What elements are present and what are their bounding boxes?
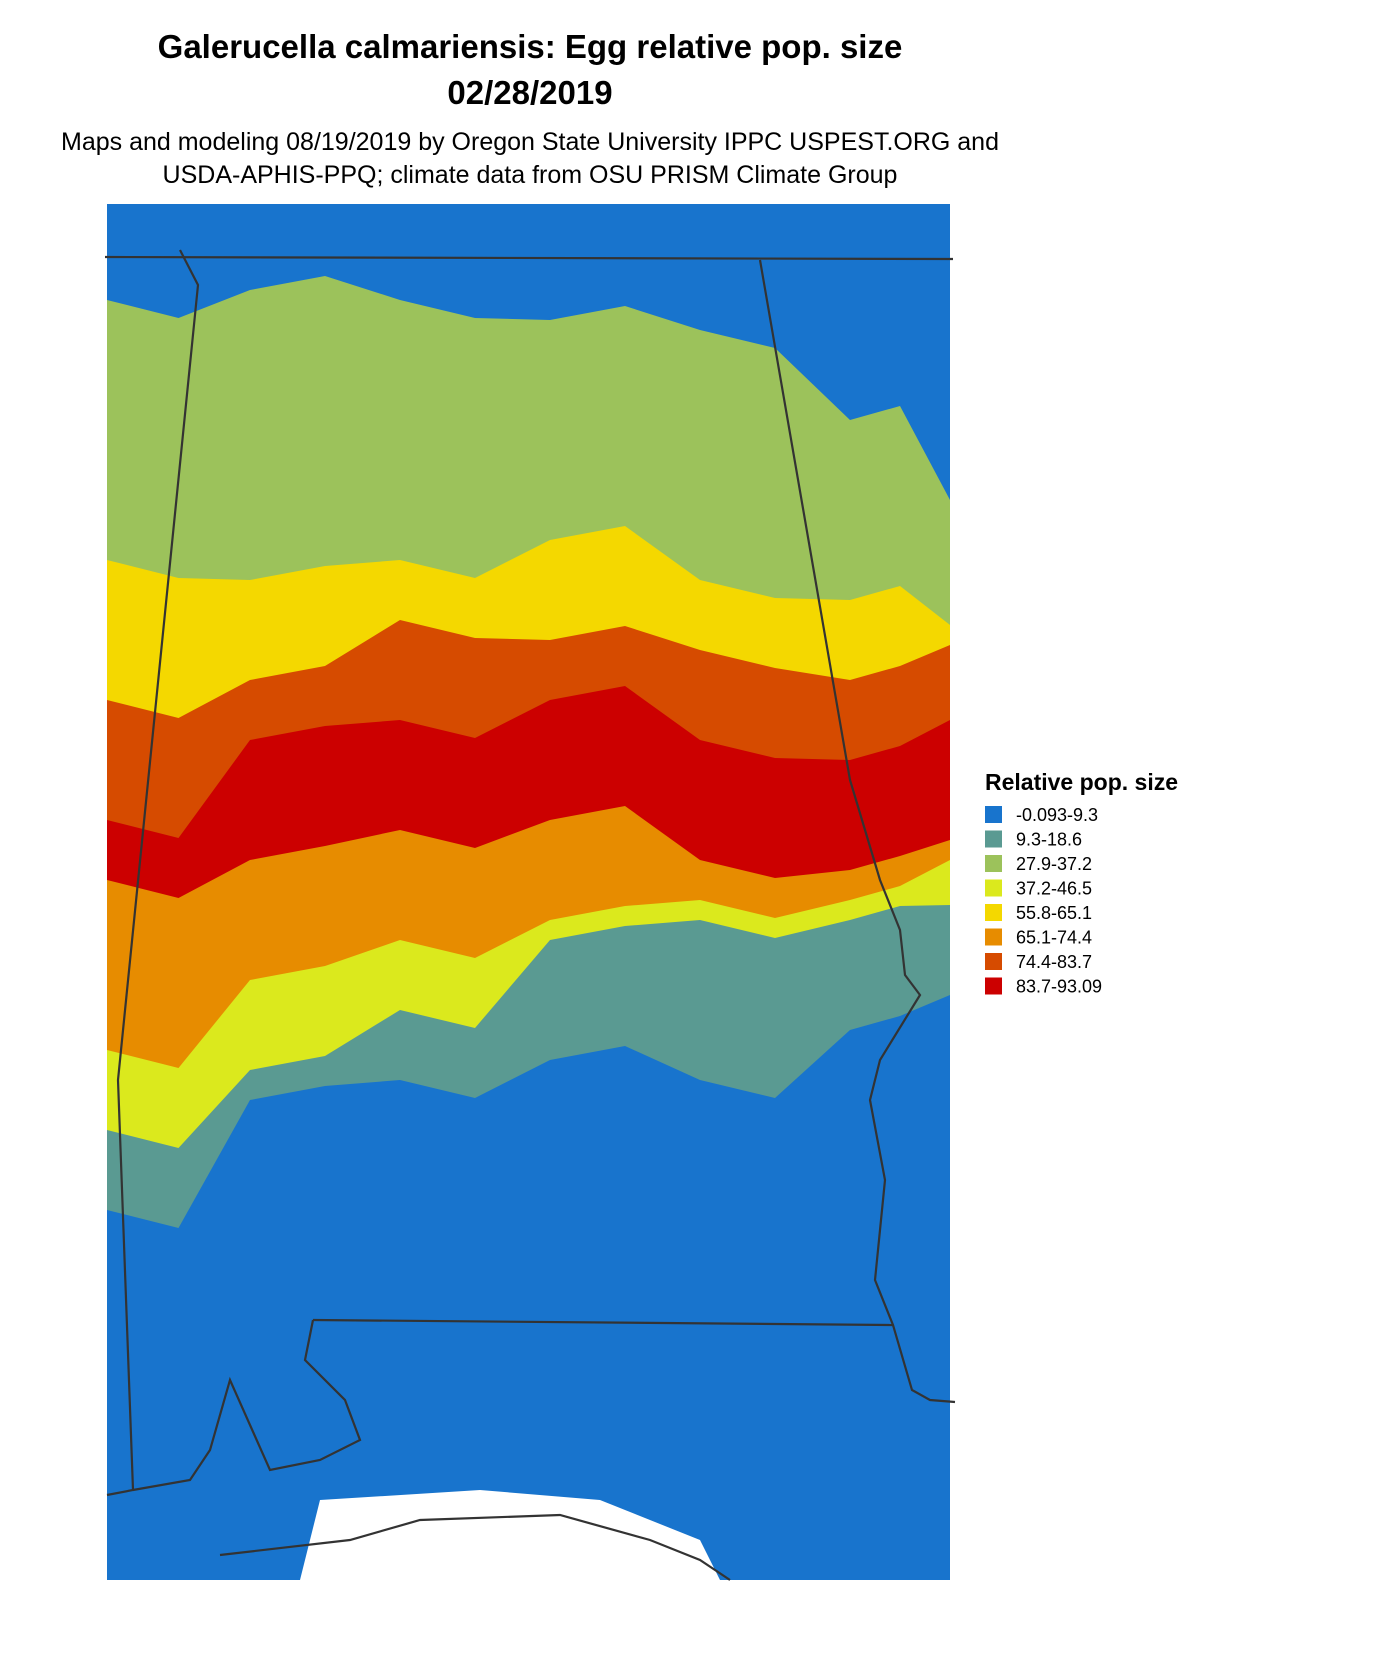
legend: Relative pop. size -0.093-9.3 9.3-18.6 27.… <box>985 769 1178 997</box>
legend-label: 27.9-37.2 <box>1016 854 1092 874</box>
subtitle: USDA-APHIS-PPQ; climate data from OSU PR… <box>163 161 898 189</box>
map-band <box>107 995 950 1580</box>
legend-label: -0.093-9.3 <box>1016 805 1098 825</box>
legend-swatch <box>985 977 1002 995</box>
border <box>312 1318 894 1327</box>
legend-swatch <box>985 806 1002 823</box>
legend-label: 83.7-93.09 <box>1016 977 1102 997</box>
legend-label: 9.3-18.6 <box>1016 830 1082 850</box>
legend-swatch <box>985 879 1002 897</box>
legend-label: 55.8-65.1 <box>1016 903 1092 923</box>
legend-swatch <box>985 855 1002 872</box>
subtitle: Maps and modeling 08/19/2019 by Oregon S… <box>61 128 999 156</box>
date: 02/28/2019 <box>447 74 612 111</box>
legend-label: 74.4-83.7 <box>1016 952 1092 972</box>
map <box>107 204 950 1580</box>
legend-title: Relative pop. size <box>985 769 1178 795</box>
legend-label: 65.1-74.4 <box>1016 928 1092 948</box>
border <box>758 259 956 1404</box>
title: Galerucella calmariensis: Egg relative p… <box>158 28 903 65</box>
legend-swatch <box>985 830 1002 848</box>
border <box>104 255 954 261</box>
border <box>106 249 200 1497</box>
legend-label: 37.2-46.5 <box>1016 879 1092 899</box>
gulf-water <box>300 1490 720 1580</box>
legend-swatch <box>985 904 1002 921</box>
state-borders <box>104 249 956 1581</box>
legend-swatch <box>985 928 1002 946</box>
coastline <box>132 1319 731 1581</box>
legend-swatch <box>985 953 1002 970</box>
